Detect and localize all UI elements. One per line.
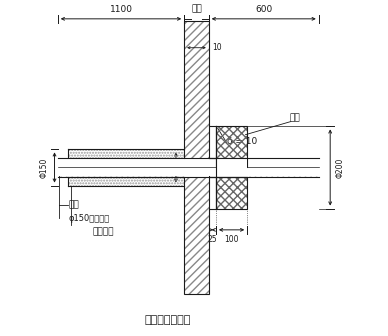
Bar [68, 159, 184, 176]
Bar [216, 126, 247, 167]
Text: 100: 100 [224, 235, 239, 244]
Text: 油麻: 油麻 [289, 114, 300, 123]
Text: Φ200: Φ200 [336, 157, 345, 178]
Bar [216, 126, 247, 167]
Text: 1100: 1100 [109, 5, 132, 13]
Bar [184, 22, 209, 294]
Bar [184, 22, 209, 294]
Text: 电缆管穿墙做法: 电缆管穿墙做法 [145, 315, 191, 325]
Text: Φ150: Φ150 [40, 157, 48, 178]
Bar [68, 177, 184, 185]
Text: 墙厚: 墙厚 [191, 5, 202, 13]
Bar [58, 158, 184, 162]
Bar [247, 173, 319, 177]
Text: 25: 25 [208, 235, 217, 244]
Text: 电缆: 电缆 [68, 201, 79, 210]
Bar [184, 158, 209, 177]
Text: 10: 10 [212, 43, 222, 52]
Text: δ = 10: δ = 10 [227, 137, 257, 146]
Text: 100: 100 [161, 160, 170, 175]
Text: 封闭圆环: 封闭圆环 [92, 227, 114, 236]
Bar [216, 177, 247, 209]
Bar [216, 177, 247, 209]
Bar [68, 150, 184, 158]
Bar [247, 158, 319, 162]
Bar [58, 173, 184, 177]
Bar [216, 159, 247, 176]
Text: φ150镀锌钢管: φ150镀锌钢管 [68, 214, 109, 223]
Text: 600: 600 [255, 5, 272, 13]
Bar [58, 159, 319, 176]
